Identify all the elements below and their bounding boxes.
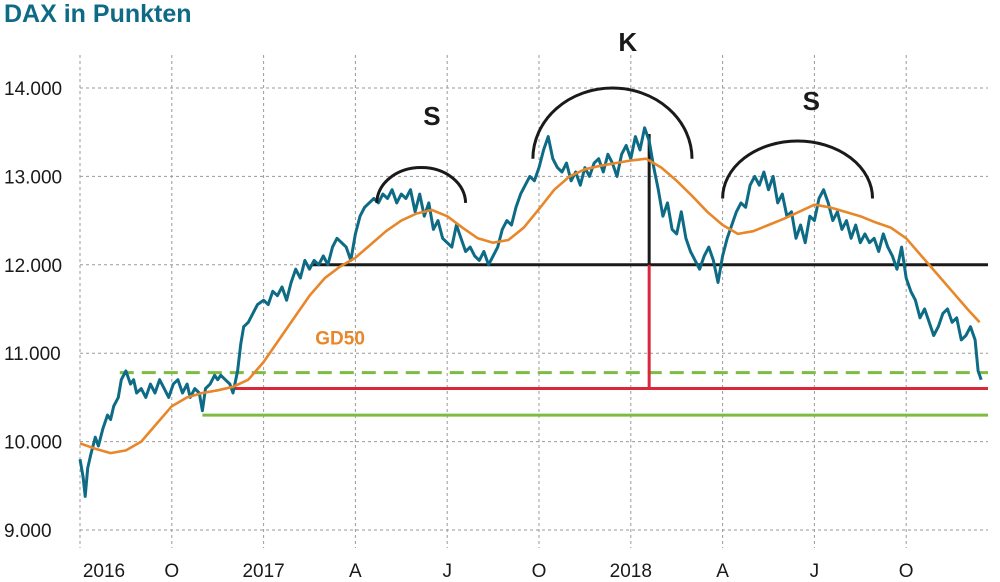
annotation-label: S bbox=[803, 86, 820, 116]
x-tick-label: O bbox=[899, 561, 914, 582]
pattern-arc bbox=[531, 86, 694, 159]
y-tick-label: 13.000 bbox=[4, 167, 62, 188]
annotation-label: S bbox=[423, 101, 440, 131]
x-tick-label: A bbox=[349, 561, 362, 582]
x-tick-label: O bbox=[164, 561, 179, 582]
x-tick-label: 2018 bbox=[610, 561, 652, 582]
series-line-gd50 bbox=[79, 157, 981, 455]
series-line-dax bbox=[78, 126, 983, 498]
x-tick-label: A bbox=[716, 561, 729, 582]
x-tick-label: 2017 bbox=[242, 561, 284, 582]
x-tick-label: 2016 bbox=[83, 561, 125, 582]
x-tick-label: J bbox=[442, 561, 452, 582]
pattern-arc bbox=[375, 166, 468, 203]
pattern-arc bbox=[721, 139, 875, 199]
x-tick-label: J bbox=[810, 561, 820, 582]
y-tick-label: 11.000 bbox=[4, 344, 61, 365]
y-tick-label: 9.000 bbox=[4, 521, 52, 542]
annotation-label: K bbox=[618, 27, 637, 57]
y-tick-label: 12.000 bbox=[4, 256, 62, 277]
chart-title: DAX in Punkten bbox=[4, 0, 192, 28]
y-tick-label: 14.000 bbox=[4, 79, 62, 100]
y-tick-label: 10.000 bbox=[4, 433, 62, 454]
annotation-label: GD50 bbox=[315, 328, 365, 349]
x-tick-label: O bbox=[532, 561, 547, 582]
